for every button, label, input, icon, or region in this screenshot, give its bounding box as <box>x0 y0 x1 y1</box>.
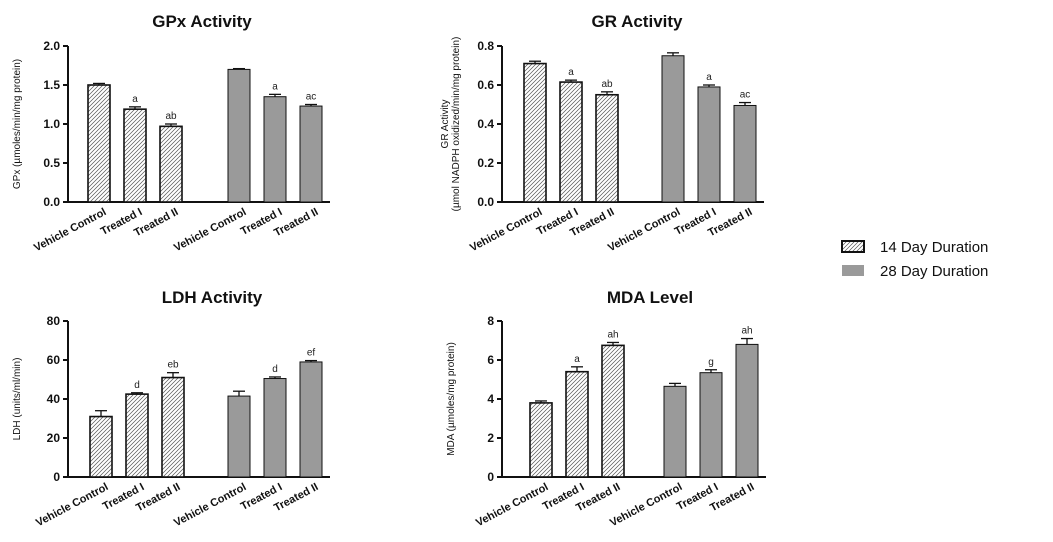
y-tick-label: 0 <box>53 470 60 484</box>
bar-28-day-3 <box>735 343 759 478</box>
bar-14-day-3 <box>161 376 185 478</box>
y-tick-label: 40 <box>47 392 61 406</box>
legend-swatch-28-day <box>842 265 864 276</box>
chart-title: GPx Activity <box>152 12 252 31</box>
y-tick-label: 1.0 <box>43 117 60 131</box>
bar-14-day-3 <box>601 344 625 478</box>
significance-label: ab <box>165 111 177 122</box>
significance-label: a <box>568 67 574 78</box>
significance-label: a <box>272 81 278 92</box>
y-tick-label: 0 <box>487 470 494 484</box>
y-axis-label: (µmol NADPH oxidized/min/mg protein) <box>451 37 462 212</box>
y-tick-label: 0.0 <box>477 195 494 209</box>
x-category-label: Vehicle Control <box>474 481 550 529</box>
bar-14-day-3 <box>595 93 619 203</box>
bar-28-day-1 <box>663 385 687 478</box>
significance-label: g <box>708 357 714 368</box>
y-tick-label: 0.4 <box>477 117 494 131</box>
significance-label: a <box>706 72 712 83</box>
bar-28-day-1 <box>661 55 685 203</box>
y-tick-label: 20 <box>47 431 61 445</box>
y-tick-label: 4 <box>487 392 494 406</box>
x-category-label: Vehicle Control <box>32 206 108 254</box>
y-tick-label: 0.8 <box>477 39 494 53</box>
y-tick-label: 2.0 <box>43 39 60 53</box>
y-tick-label: 1.5 <box>43 78 60 92</box>
y-axis-label: MDA (µmoles/mg protein) <box>446 342 457 456</box>
y-tick-label: 0.0 <box>43 195 60 209</box>
significance-label: ac <box>740 90 751 101</box>
bar-28-day-2 <box>699 372 723 478</box>
y-tick-label: 0.5 <box>43 156 60 170</box>
x-category-label: Vehicle Control <box>606 206 682 254</box>
y-tick-label: 0.2 <box>477 156 494 170</box>
bar-14-day-1 <box>89 415 113 478</box>
bar-28-day-2 <box>263 378 287 478</box>
chart-title: LDH Activity <box>162 288 263 307</box>
y-tick-label: 2 <box>487 431 494 445</box>
x-category-label: Vehicle Control <box>172 206 248 254</box>
legend-swatch-14-day <box>841 240 865 253</box>
bar-28-day-3 <box>299 105 323 203</box>
y-tick-label: 0.6 <box>477 78 494 92</box>
significance-label: ac <box>306 92 317 103</box>
bar-14-day-2 <box>559 81 583 203</box>
chart-title: MDA Level <box>607 288 693 307</box>
significance-label: a <box>574 354 580 365</box>
significance-label: d <box>272 364 278 375</box>
bar-14-day-1 <box>87 84 111 203</box>
chart-panel-1: GPx Activity GPx (µmoles/min/mg protein) 0… <box>12 12 330 254</box>
legend: 14 Day Duration 28 Day Duration <box>841 239 988 280</box>
significance-label: a <box>132 94 138 105</box>
bar-28-day-3 <box>733 104 757 203</box>
y-axis-label: GPx (µmoles/min/mg protein) <box>12 59 23 189</box>
chart-title: GR Activity <box>591 12 683 31</box>
x-category-label: Vehicle Control <box>468 206 544 254</box>
bar-28-day-1 <box>227 395 251 478</box>
chart-panel-4: MDA Level MDA (µmoles/mg protein) 0 2 4 6 8 a ah… <box>446 288 766 529</box>
x-category-label: Vehicle Control <box>34 481 110 529</box>
legend-label-28-day: 28 Day Duration <box>880 263 988 280</box>
bar-14-day-2 <box>123 108 147 203</box>
bar-28-day-1 <box>227 68 251 203</box>
significance-label: ah <box>741 326 752 337</box>
bar-14-day-2 <box>125 393 149 478</box>
bar-14-day-1 <box>523 62 547 203</box>
legend-label-14-day: 14 Day Duration <box>880 239 988 256</box>
y-tick-label: 8 <box>487 314 494 328</box>
y-tick-label: 60 <box>47 353 61 367</box>
y-tick-label: 80 <box>47 314 61 328</box>
y-axis-label: LDH (units/ml/min) <box>12 358 23 441</box>
bar-28-day-2 <box>697 86 721 203</box>
y-tick-label: 6 <box>487 353 494 367</box>
significance-label: ef <box>307 348 316 359</box>
y-axis-label: GR Activity <box>440 100 451 149</box>
bar-14-day-2 <box>565 370 589 478</box>
significance-label: ab <box>601 79 613 90</box>
significance-label: eb <box>167 360 179 371</box>
chart-panel-3: LDH Activity LDH (units/ml/min) 0 20 40 60 80 d… <box>12 288 330 529</box>
x-category-label: Vehicle Control <box>172 481 248 529</box>
bar-14-day-1 <box>529 402 553 478</box>
bar-28-day-2 <box>263 96 287 203</box>
significance-label: d <box>134 380 140 391</box>
bar-14-day-3 <box>159 125 183 203</box>
bar-28-day-3 <box>299 361 323 478</box>
significance-label: ah <box>607 329 618 340</box>
